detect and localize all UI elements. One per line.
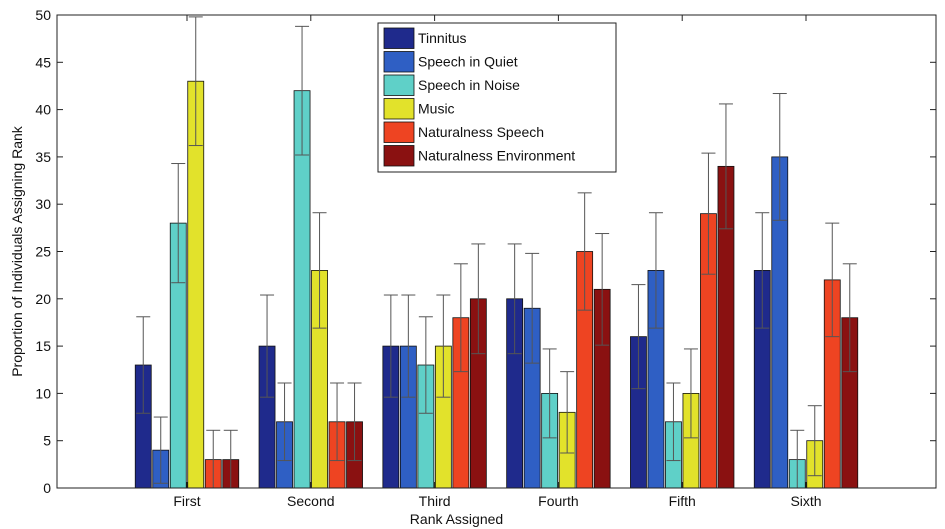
x-axis-label: Rank Assigned xyxy=(410,511,503,527)
x-tick-label: Third xyxy=(419,493,451,509)
x-tick-label: Sixth xyxy=(790,493,821,509)
y-tick-label: 25 xyxy=(35,244,51,260)
legend-swatch xyxy=(384,99,414,120)
y-tick-label: 0 xyxy=(43,480,51,496)
legend-swatch xyxy=(384,75,414,96)
legend: Tinnitus Speech in Quiet Speech in Noise Mu… xyxy=(378,23,616,172)
y-tick-label: 30 xyxy=(35,196,51,212)
legend-swatch xyxy=(384,122,414,143)
y-tick-label: 45 xyxy=(35,54,51,70)
legend-label: Naturalness Speech xyxy=(418,124,544,140)
y-tick-label: 10 xyxy=(35,385,51,401)
y-tick-label: 40 xyxy=(35,102,51,118)
legend-swatch xyxy=(384,28,414,49)
legend-label: Music xyxy=(418,101,455,117)
legend-swatch xyxy=(384,146,414,167)
legend-label: Speech in Noise xyxy=(418,77,520,93)
x-tick-label: First xyxy=(173,493,200,509)
y-axis-label: Proportion of Individuals Assigning Rank xyxy=(9,125,25,377)
legend-label: Naturalness Environment xyxy=(418,148,575,164)
x-tick-label: Fourth xyxy=(538,493,578,509)
y-tick-label: 15 xyxy=(35,338,51,354)
legend-label: Tinnitus xyxy=(418,30,467,46)
y-tick-label: 5 xyxy=(43,433,51,449)
legend-swatch xyxy=(384,52,414,73)
x-tick-label: Second xyxy=(287,493,334,509)
y-tick-label: 35 xyxy=(35,149,51,165)
y-tick-label: 20 xyxy=(35,291,51,307)
legend-label: Speech in Quiet xyxy=(418,54,518,70)
y-tick-label: 50 xyxy=(35,7,51,23)
x-tick-label: Fifth xyxy=(669,493,696,509)
